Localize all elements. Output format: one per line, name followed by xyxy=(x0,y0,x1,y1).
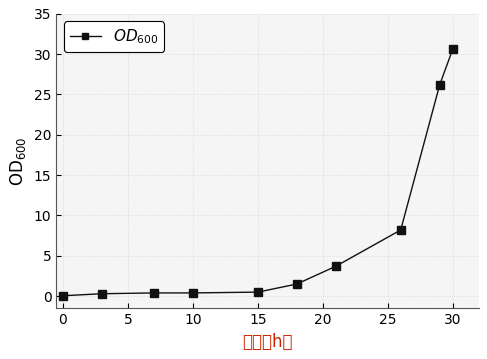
Legend: $\mathit{OD}_{600}$: $\mathit{OD}_{600}$ xyxy=(64,22,165,52)
Y-axis label: $\mathrm{OD}_{600}$: $\mathrm{OD}_{600}$ xyxy=(8,136,28,186)
X-axis label: 时间（h）: 时间（h） xyxy=(242,333,293,351)
